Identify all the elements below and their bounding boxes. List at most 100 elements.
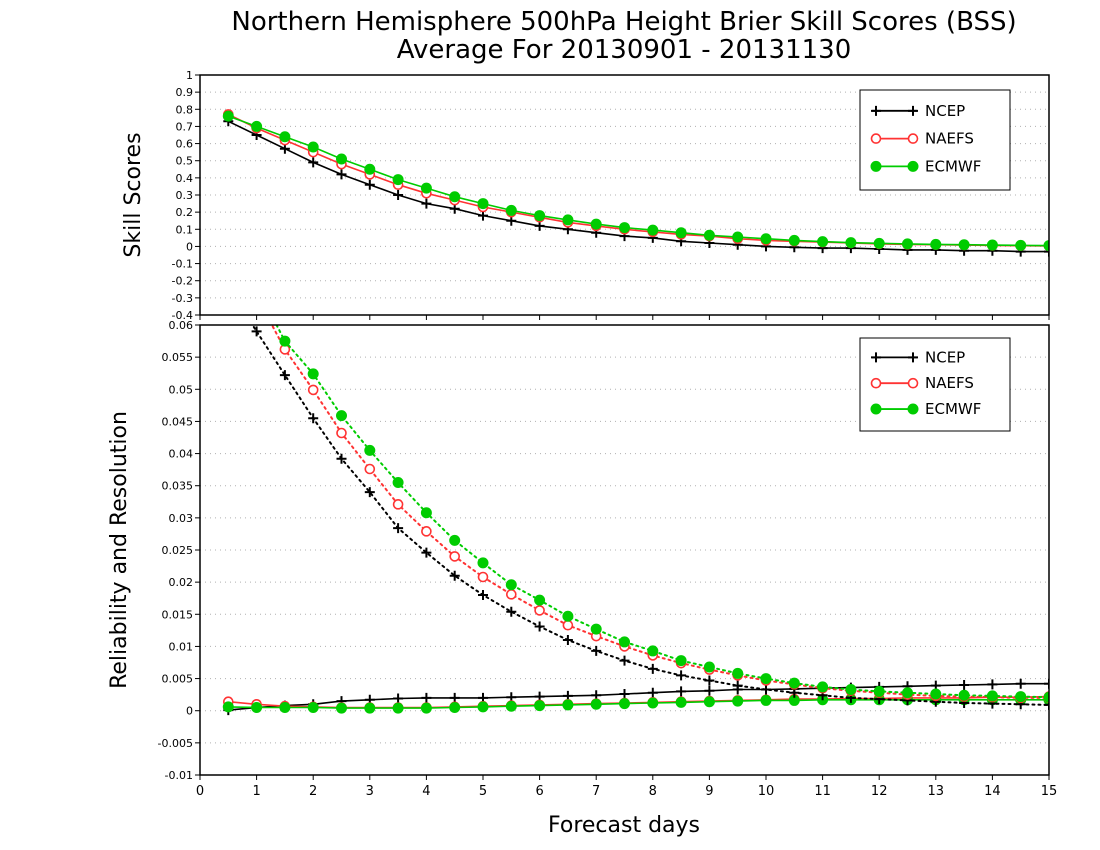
legend-marker-ecmwf <box>870 403 882 415</box>
legend-box <box>859 337 1011 432</box>
panel-2: -0.01 -0.005 0 0.005 0.01 0.015 0.02 0.025 0.03 0… <box>107 237 1057 799</box>
data-point-ecmwf <box>902 238 913 250</box>
data-point-ecmwf-resolution <box>1015 691 1027 703</box>
y-tick-label: -0.3 <box>172 292 193 305</box>
data-point-ecmwf <box>958 239 970 251</box>
x-axis-label: Forecast days <box>548 813 700 838</box>
data-point-ecmwf <box>1043 240 1049 252</box>
legend-marker-ncep <box>871 352 881 363</box>
y-tick-label: 0 <box>186 705 193 718</box>
y-tick-label: 0.7 <box>176 120 194 133</box>
x-tick-label: 13 <box>928 784 945 799</box>
x-tick-label: 2 <box>309 784 317 799</box>
y-tick-label: 0.055 <box>162 351 194 364</box>
legend-label-naefs: NAEFS <box>925 374 974 392</box>
data-point-naefs-resolution <box>307 384 319 396</box>
data-point-ecmwf-resolution <box>307 368 319 380</box>
data-point-ncep-reliability <box>449 692 460 703</box>
y-tick-label: 0.01 <box>169 640 194 653</box>
data-point-ncep-resolution <box>223 281 233 291</box>
data-point-ecmwf-reliability <box>647 697 659 709</box>
data-point-ecmwf-resolution <box>619 636 630 648</box>
data-point-naefs-resolution <box>421 526 432 537</box>
data-point-ecmwf <box>562 214 574 226</box>
data-point-ecmwf-resolution <box>477 557 489 569</box>
x-tick-label: 9 <box>705 784 713 799</box>
data-point-ncep <box>393 190 404 200</box>
y-tick-label: 0.05 <box>169 383 194 396</box>
y-tick-label: 0.005 <box>162 673 194 686</box>
y-tick-label: 0.025 <box>162 544 194 557</box>
data-point-ecmwf-resolution <box>420 507 432 519</box>
y-tick-label: 0.6 <box>176 138 194 151</box>
data-point-ecmwf-resolution <box>392 477 404 488</box>
x-tick-label: 6 <box>535 784 543 799</box>
data-point-naefs-resolution <box>336 427 347 439</box>
data-point-ecmwf <box>788 234 800 246</box>
legend-marker-naefs <box>907 377 919 389</box>
plot-frame <box>199 74 1050 316</box>
data-point-ecmwf-resolution <box>703 661 715 673</box>
data-point-naefs-resolution <box>505 589 517 600</box>
data-point-ecmwf-resolution <box>760 673 772 685</box>
data-point-ecmwf-reliability <box>307 702 319 713</box>
data-point-ecmwf-resolution <box>252 281 262 291</box>
y-tick-label: 1 <box>186 69 193 82</box>
data-point-ecmwf-resolution <box>590 623 602 635</box>
y-tick-label: 0.035 <box>162 480 194 493</box>
x-tick-label: 12 <box>871 784 888 799</box>
data-point-ncep-resolution <box>279 370 290 381</box>
data-point-ncep-resolution <box>761 684 771 695</box>
data-point-ncep-resolution <box>676 670 687 681</box>
y-tick-label: -0.2 <box>172 275 193 288</box>
legend-marker-ecmwf <box>907 160 919 172</box>
data-point-ecmwf <box>251 120 263 132</box>
data-point-ecmwf <box>760 233 772 245</box>
y-tick-label: 0.3 <box>176 189 194 202</box>
chart-title-line2: Average For 20130901 - 20131130 <box>397 35 852 65</box>
x-tick-label: 3 <box>366 784 374 799</box>
data-point-ecmwf-resolution <box>562 610 574 622</box>
data-point-ncep-resolution <box>562 635 573 645</box>
data-point-ncep-reliability <box>959 680 970 690</box>
y-tick-label: -0.4 <box>172 309 193 322</box>
data-point-ecmwf <box>364 163 376 175</box>
panel-1: -0.4 -0.3 -0.2 -0.1 0 0.1 0.2 0.3 0.4 0.5 0.6 0.7 0.… <box>121 69 1050 322</box>
data-point-ecmwf <box>619 222 630 234</box>
data-point-naefs-resolution <box>534 605 545 616</box>
x-tick-label: 14 <box>984 784 1001 799</box>
series-line-ecmwf-resolution <box>275 325 1049 699</box>
x-tick-label: 1 <box>252 784 260 799</box>
data-point-naefs-resolution <box>224 237 233 246</box>
data-point-naefs-resolution <box>477 571 489 583</box>
data-point-naefs-resolution <box>252 292 261 301</box>
data-point-ecmwf-reliability <box>420 702 432 714</box>
y-tick-label: 0.1 <box>176 223 194 236</box>
x-tick-label: 7 <box>592 784 600 799</box>
legend-marker-ecmwf <box>907 403 919 415</box>
data-point-ecmwf <box>222 110 234 122</box>
legend-marker-ncep <box>908 352 918 363</box>
data-point-ecmwf-resolution <box>732 667 744 679</box>
data-point-ecmwf <box>930 238 942 250</box>
data-point-ncep-resolution <box>478 590 488 600</box>
data-point-ecmwf <box>505 204 517 216</box>
data-point-ncep-resolution <box>1044 699 1049 710</box>
data-point-ncep-resolution <box>421 547 432 558</box>
data-point-ecmwf-resolution <box>986 690 998 702</box>
x-tick-label: 8 <box>649 784 657 799</box>
data-point-ecmwf-resolution <box>364 444 376 456</box>
y-tick-label: 0 <box>186 240 193 253</box>
data-point-ecmwf <box>873 237 885 249</box>
data-point-ncep-resolution <box>364 487 375 498</box>
data-point-ecmwf-reliability <box>222 701 234 713</box>
data-point-ecmwf-resolution <box>873 685 885 697</box>
data-point-ecmwf-resolution <box>958 689 970 701</box>
data-point-ecmwf-resolution <box>505 579 517 591</box>
legend-label-ncep: NCEP <box>925 102 965 120</box>
y-tick-label: 0.5 <box>176 155 194 168</box>
data-point-ncep-resolution <box>393 523 404 534</box>
data-point-ecmwf-reliability <box>279 702 291 713</box>
series-group <box>222 237 1049 716</box>
